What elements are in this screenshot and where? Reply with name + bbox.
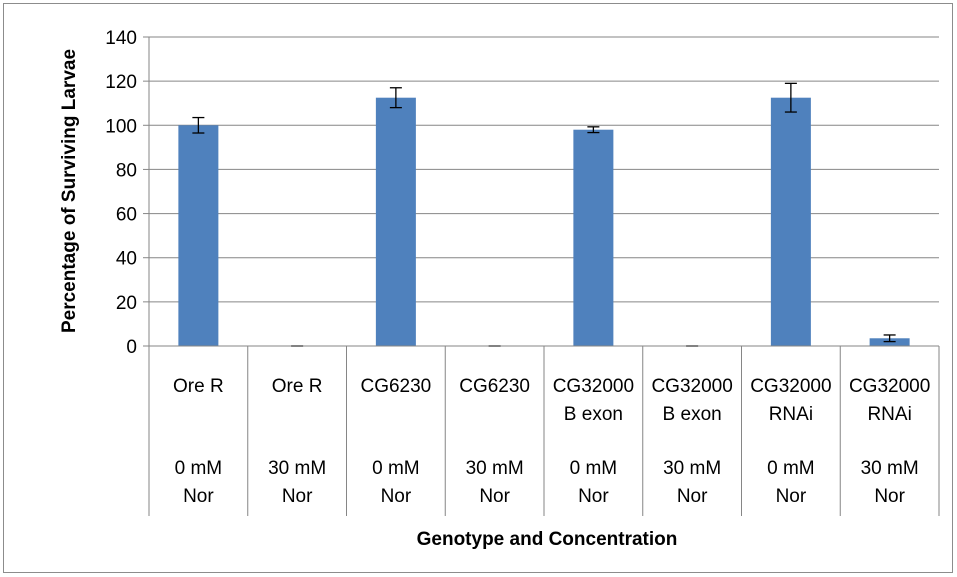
category-concentration-label: Nor [776, 486, 807, 507]
y-axis-title: Percentage of Surviving Larvae [59, 49, 80, 333]
category-concentration-label: 0 mM [175, 458, 223, 479]
category-concentration-label: Nor [479, 486, 510, 507]
category-genotype-label: CG32000 [849, 376, 930, 397]
category-concentration-label: 0 mM [372, 458, 420, 479]
y-tick-label: 0 [126, 337, 137, 358]
category-genotype-label: B exon [663, 404, 722, 425]
bar-chart: 0 20 40 60 80 100 120 140 Ore R 0 mM Nor Ore R 30 m… [59, 28, 940, 550]
category-genotype-label: Ore R [272, 376, 323, 397]
category-concentration-label: Nor [578, 486, 609, 507]
chart-frame: 0 20 40 60 80 100 120 140 Ore R 0 mM Nor Ore R 30 m… [3, 3, 953, 573]
category-concentration-label: Nor [282, 486, 313, 507]
y-tick-label: 120 [105, 72, 137, 93]
category-genotype-label: CG6230 [459, 376, 530, 397]
category-concentration-label: Nor [874, 486, 905, 507]
category-genotype-label: CG6230 [360, 376, 431, 397]
y-tick-label: 60 [116, 205, 137, 226]
category-genotype-label: B exon [564, 404, 623, 425]
bar [178, 125, 219, 347]
category-genotype-label: CG32000 [651, 376, 732, 397]
category-genotype-label: RNAi [867, 404, 911, 425]
bars [178, 97, 910, 347]
category-genotype-label: RNAi [769, 404, 813, 425]
y-tick-label: 40 [116, 249, 137, 270]
y-tick-label: 20 [116, 293, 137, 314]
category-concentration-label: 0 mM [570, 458, 618, 479]
category-concentration-label: Nor [381, 486, 412, 507]
y-tick-labels: 0 20 40 60 80 100 120 140 [105, 28, 137, 358]
category-labels: Ore R 0 mM Nor Ore R 30 mM Nor CG6230 0 mM Nor CG… [173, 376, 930, 507]
category-concentration-label: 0 mM [767, 458, 815, 479]
category-concentration-label: Nor [677, 486, 708, 507]
category-concentration-label: 30 mM [663, 458, 721, 479]
category-concentration-label: 30 mM [466, 458, 524, 479]
category-genotype-label: Ore R [173, 376, 224, 397]
category-concentration-label: Nor [183, 486, 214, 507]
gridlines [149, 36, 939, 303]
x-axis-title: Genotype and Concentration [417, 529, 678, 550]
category-concentration-label: 30 mM [861, 458, 919, 479]
y-tick-label: 100 [105, 116, 137, 137]
category-genotype-label: CG32000 [750, 376, 831, 397]
axes [143, 36, 940, 516]
y-tick-label: 80 [116, 160, 137, 181]
category-genotype-label: CG32000 [553, 376, 634, 397]
bar [573, 129, 614, 346]
bar [770, 97, 811, 346]
y-tick-label: 140 [105, 28, 137, 49]
category-concentration-label: 30 mM [268, 458, 326, 479]
bar [375, 97, 416, 346]
